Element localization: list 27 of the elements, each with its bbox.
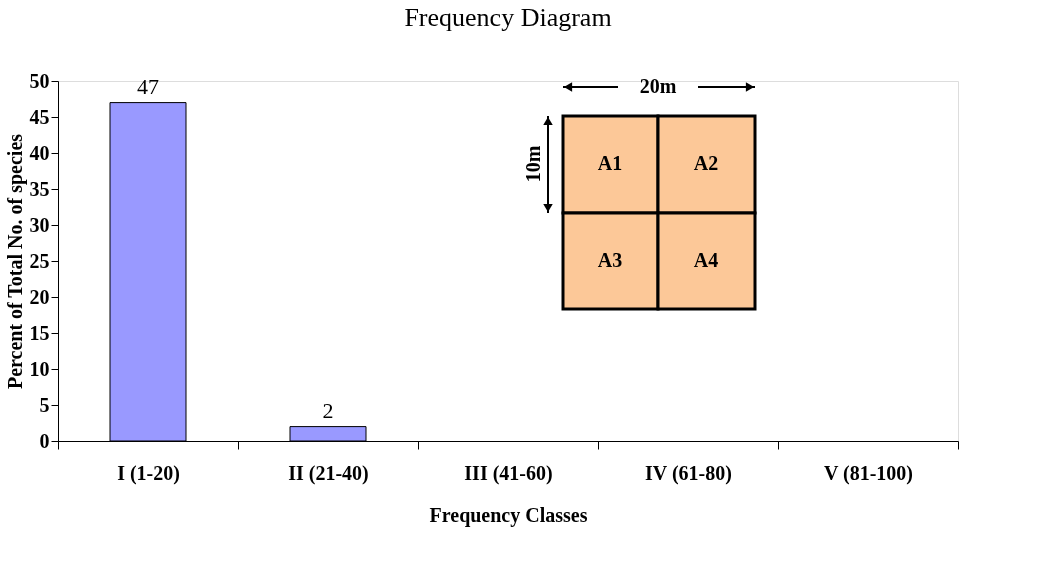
x-tick-label: I (1-20) [117,461,180,485]
y-tick-label: 25 [29,249,50,272]
annotation: A1 [597,152,623,174]
y-tick-label: 30 [29,213,50,236]
annotation: A3 [597,249,623,271]
x-axis-title: Frequency Classes [429,503,588,527]
y-tick-label: 15 [29,321,50,344]
x-tick-label: III (41-60) [464,461,553,485]
data-label: 47 [137,73,159,99]
annotation: 20m [639,75,677,97]
annotation: A4 [693,249,719,271]
annotation: A2 [693,152,719,174]
x-tick-label: IV (61-80) [645,461,732,485]
y-tick-label: 20 [29,285,50,308]
y-tick-label: 10 [29,357,50,380]
x-tick-label: II (21-40) [288,461,369,485]
y-tick-label: 45 [29,105,50,128]
y-tick-label: 50 [29,69,50,92]
y-tick-label: 0 [39,429,50,452]
annotation: 10m [522,145,544,183]
y-tick-label: 40 [29,141,50,164]
data-label: 2 [322,397,334,423]
chart-title: Frequency Diagram [404,3,612,32]
y-tick-label: 35 [29,177,50,200]
y-axis-title: Percent of Total No. of species [3,133,27,390]
x-tick-label: V (81-100) [823,461,914,485]
y-tick-label: 5 [39,393,50,416]
